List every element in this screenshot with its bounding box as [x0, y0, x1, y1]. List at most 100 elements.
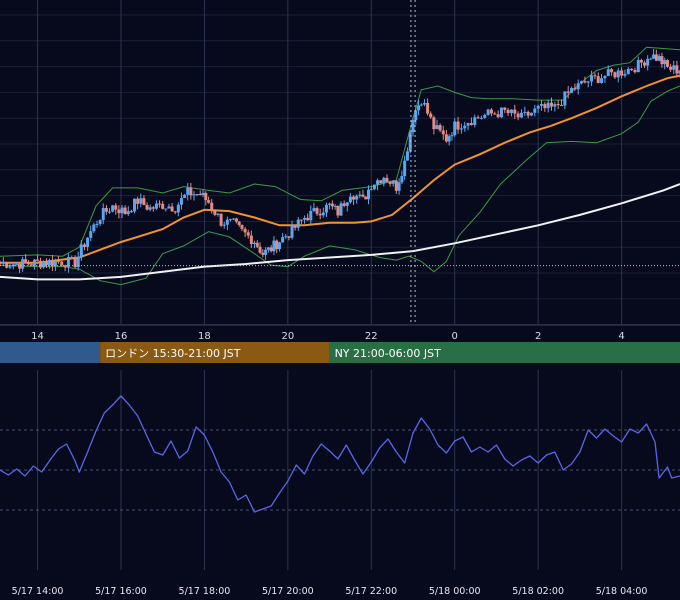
candle-body: [649, 58, 653, 60]
candle-body: [249, 235, 253, 245]
candle-body: [333, 205, 337, 207]
candle-body: [660, 56, 664, 65]
candle-body: [266, 247, 270, 250]
candle-body: [566, 91, 570, 93]
candle-body: [261, 252, 265, 255]
candle-body: [114, 205, 118, 210]
candle-body: [358, 194, 362, 196]
candle-body: [101, 208, 105, 221]
session-bar: ロンドン 15:30-21:00 JST NY 21:00-06:00 JST: [0, 342, 680, 363]
price-x-tick-label: 18: [198, 331, 211, 342]
candle-body: [426, 102, 430, 114]
candle-body: [675, 65, 679, 74]
candle-body: [179, 198, 183, 205]
candle-body: [321, 212, 325, 216]
candle-body: [639, 59, 643, 63]
candle-body: [42, 262, 46, 268]
candle-body: [330, 203, 334, 207]
candle-body: [364, 196, 368, 200]
candle-body: [432, 117, 436, 130]
candle-body: [60, 261, 64, 266]
candle-body: [89, 231, 93, 238]
candle-body: [469, 123, 473, 125]
candle-body: [33, 259, 37, 266]
candle-body: [136, 198, 140, 204]
oscillator-x-tick-label: 5/18 00:00: [429, 586, 481, 597]
candle-body: [293, 224, 297, 228]
candle-body: [328, 203, 332, 205]
oscillator-line: [0, 395, 680, 513]
candle-body: [519, 112, 523, 118]
price-x-tick-label: 2: [535, 331, 541, 342]
session-label: ロンドン 15:30-21:00 JST: [105, 347, 241, 360]
candle-body: [616, 70, 620, 78]
moving-averages: [0, 74, 680, 281]
candle-body: [408, 132, 412, 152]
oscillator-grid: [0, 370, 680, 570]
candle-body: [145, 204, 149, 210]
candle-body: [422, 102, 426, 105]
candle-body: [252, 242, 256, 245]
candle-body: [397, 182, 401, 191]
oscillator-x-tick-label: 5/17 18:00: [179, 586, 231, 597]
candle-body: [623, 73, 627, 76]
price-x-tick-label: 14: [31, 331, 44, 342]
candle-body: [50, 259, 54, 266]
price-markers: [0, 0, 680, 325]
candle-body: [189, 187, 193, 196]
candle-body: [222, 224, 226, 226]
candle-body: [275, 240, 279, 250]
candle-body: [429, 113, 433, 118]
price-chart[interactable]: [0, 0, 680, 325]
oscillator-x-tick-label: 5/17 22:00: [345, 586, 397, 597]
candle-body: [414, 110, 418, 121]
candle-body: [444, 134, 448, 142]
candle-body: [204, 192, 208, 201]
candle-body: [225, 219, 229, 225]
short-moving-average-line: [0, 74, 680, 264]
candle-body: [506, 109, 510, 114]
candle-body: [456, 121, 460, 130]
session-block: [100, 342, 330, 363]
candle-body: [47, 259, 51, 266]
long-moving-average-line: [0, 183, 680, 281]
candle-body: [11, 264, 15, 267]
price-x-axis: 14 16 18 20 22 0 2 4: [31, 331, 625, 342]
candle-body: [419, 104, 423, 106]
candle-body: [496, 114, 500, 118]
candle-body: [355, 195, 359, 200]
candle-body: [246, 232, 250, 236]
candle-body: [613, 72, 617, 78]
candle-body: [563, 91, 567, 106]
candle-body: [324, 204, 328, 213]
candle-body: [108, 211, 112, 213]
candle-body: [553, 104, 557, 107]
candle-body: [281, 237, 285, 243]
candle-body: [258, 246, 262, 253]
candle-body: [573, 88, 577, 90]
candle-body: [318, 213, 322, 216]
session-block: [329, 342, 680, 363]
candle-body: [435, 125, 439, 130]
candle-body: [18, 263, 22, 269]
candle-body: [306, 217, 310, 221]
candle-body: [219, 213, 223, 226]
candle-body: [348, 196, 352, 203]
bollinger-band-line: [0, 85, 680, 286]
candle-body: [654, 54, 658, 61]
candle-body: [126, 211, 130, 215]
candle-body: [583, 81, 587, 83]
candle-body: [167, 206, 171, 209]
candle-body: [483, 114, 487, 118]
candle-body: [30, 264, 34, 266]
candle-body: [272, 240, 276, 252]
candle-body: [315, 208, 319, 214]
oscillator-chart[interactable]: [0, 395, 680, 513]
candle-body: [213, 209, 217, 215]
candle-body: [372, 184, 376, 190]
candle-body: [299, 219, 303, 221]
candle-body: [523, 111, 527, 113]
candle-body: [154, 203, 158, 209]
candle-body: [111, 205, 115, 212]
candle-body: [70, 256, 74, 258]
